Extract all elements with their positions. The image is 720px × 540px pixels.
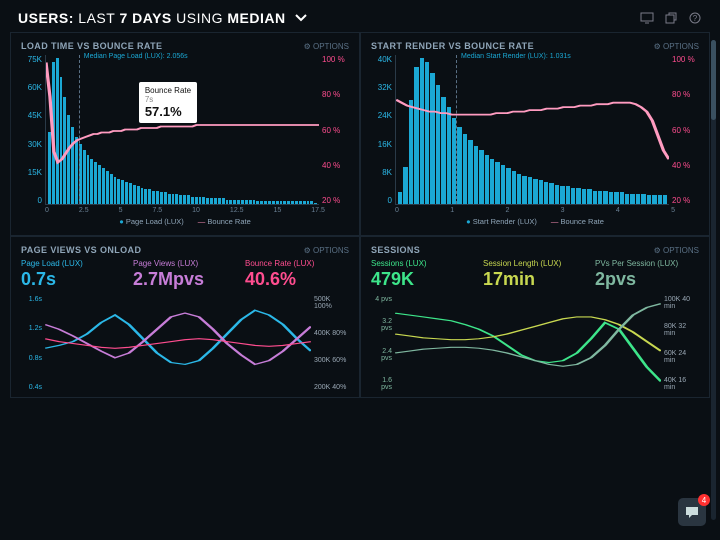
y-axis-left: 4 pvs3.2 pvs2.4 pvs1.6 pvs	[371, 296, 395, 391]
y-axis-left: 75K60K45K30K15K0	[21, 55, 45, 205]
y-axis-right: 100K 40 min80K 32 min60K 24 min40K 16 mi…	[661, 296, 699, 391]
metric-label: Page Load (LUX)	[21, 259, 125, 268]
metric-value: 40.6%	[245, 269, 349, 290]
help-icon[interactable]: ?	[688, 11, 702, 25]
metric-label: PVs Per Session (LUX)	[595, 259, 699, 268]
panel-title: START RENDER VS BOUNCE RATE	[371, 41, 534, 51]
options-button[interactable]: OPTIONS	[654, 246, 699, 255]
metric-value: 2pvs	[595, 269, 699, 290]
share-icon[interactable]	[664, 11, 678, 25]
metric-value: 17min	[483, 269, 587, 290]
chart-legend: Page Load (LUX) Bounce Rate	[21, 214, 349, 229]
chart-render-bounce: 40K32K24K16K8K0 Median Start Render (LUX…	[371, 55, 699, 205]
page-title[interactable]: USERS: LAST 7 DAYS USING MEDIAN	[18, 10, 308, 26]
chat-icon[interactable]	[678, 498, 706, 526]
toolbar-icons: ?	[640, 11, 702, 25]
chart-legend: Start Render (LUX) Bounce Rate	[371, 214, 699, 229]
y-axis-right: 100 %80 %60 %40 %20 %	[319, 55, 349, 205]
panel-page-views-vs-onload: PAGE VIEWS VS ONLOAD OPTIONS Page Load (…	[10, 236, 360, 398]
x-axis: 012345	[371, 205, 699, 214]
dashboard-grid: LOAD TIME VS BOUNCE RATE OPTIONS 75K60K4…	[0, 32, 720, 398]
monitor-icon[interactable]	[640, 11, 654, 25]
svg-text:?: ?	[693, 14, 698, 23]
tooltip: Bounce Rate 7s 57.1%	[139, 82, 197, 123]
options-button[interactable]: OPTIONS	[304, 42, 349, 51]
top-bar: USERS: LAST 7 DAYS USING MEDIAN ?	[0, 0, 720, 32]
chevron-down-icon[interactable]	[294, 10, 308, 26]
panel-sessions: SESSIONS OPTIONS Sessions (LUX)479KSessi…	[360, 236, 710, 398]
metric-value: 479K	[371, 269, 475, 290]
panel-title: SESSIONS	[371, 245, 420, 255]
panel-start-render-vs-bounce: START RENDER VS BOUNCE RATE OPTIONS 40K3…	[360, 32, 710, 236]
y-axis-right: 100 %80 %60 %40 %20 %	[669, 55, 699, 205]
y-axis-right: 500K 100%400K 80%300K 60%200K 40%	[311, 296, 349, 391]
x-axis: 02.557.51012.51517.5	[21, 205, 349, 214]
y-axis-left: 1.6s1.2s0.8s0.4s	[21, 296, 45, 391]
median-marker: Median Page Load (LUX): 2.056s	[79, 55, 80, 204]
metrics-row: Sessions (LUX)479K Session Length (LUX)17…	[371, 259, 699, 290]
mini-chart: 1.6s1.2s0.8s0.4s 500K 100%400K 80%300K 6…	[21, 296, 349, 391]
y-axis-left: 40K32K24K16K8K0	[371, 55, 395, 205]
metric-label: Session Length (LUX)	[483, 259, 587, 268]
scrollbar[interactable]	[711, 40, 716, 520]
options-button[interactable]: OPTIONS	[304, 246, 349, 255]
metric-label: Bounce Rate (LUX)	[245, 259, 349, 268]
panel-title: PAGE VIEWS VS ONLOAD	[21, 245, 141, 255]
panel-title: LOAD TIME VS BOUNCE RATE	[21, 41, 162, 51]
options-button[interactable]: OPTIONS	[654, 42, 699, 51]
metric-value: 0.7s	[21, 269, 125, 290]
metric-label: Sessions (LUX)	[371, 259, 475, 268]
median-marker: Median Start Render (LUX): 1.031s	[456, 55, 457, 204]
metrics-row: Page Load (LUX)0.7s Page Views (LUX)2.7Mp…	[21, 259, 349, 290]
metric-label: Page Views (LUX)	[133, 259, 237, 268]
panel-load-time-vs-bounce: LOAD TIME VS BOUNCE RATE OPTIONS 75K60K4…	[10, 32, 360, 236]
chart-load-bounce: 75K60K45K30K15K0 Median Page Load (LUX):…	[21, 55, 349, 205]
mini-chart: 4 pvs3.2 pvs2.4 pvs1.6 pvs 100K 40 min80…	[371, 296, 699, 391]
metric-value: 2.7Mpvs	[133, 269, 237, 290]
